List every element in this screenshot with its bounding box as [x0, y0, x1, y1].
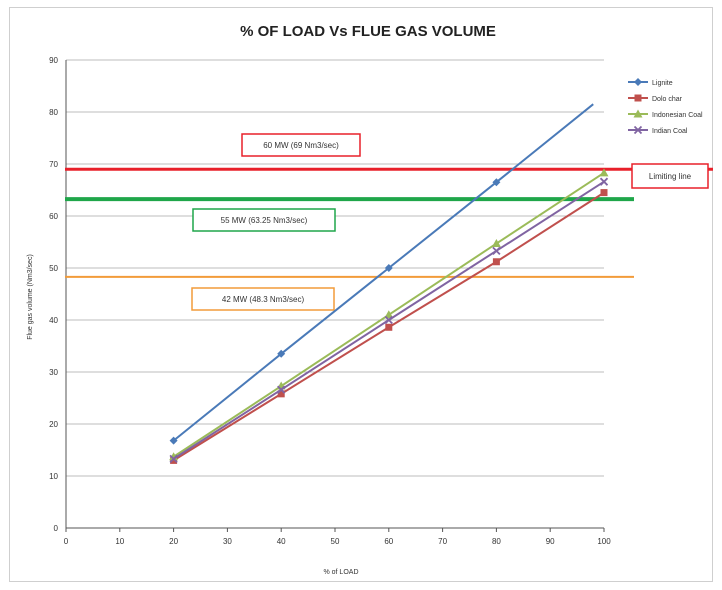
data-point: [599, 168, 609, 177]
axes: 0 10 20 30 40 50 60 70 80 90 0 10 20 30 40 50 60 70 80 90 10…: [49, 56, 611, 546]
annotations: Limiting line: [631, 163, 709, 189]
x-tick-label: 10: [115, 537, 124, 546]
data-point: [169, 454, 178, 463]
y-axis-label: Flue gas volume (Nm3/sec): [27, 254, 34, 340]
legend-label: Indonesian Coal: [652, 112, 703, 119]
reference-label-box: [191, 287, 335, 311]
data-point: [492, 258, 500, 266]
y-tick-label: 90: [49, 56, 58, 65]
x-tick-label: 0: [64, 537, 69, 546]
series-lines: [169, 103, 609, 464]
y-tick-label: 50: [49, 264, 58, 273]
series-line: [172, 103, 594, 442]
data-point: [385, 323, 393, 331]
data-point: [633, 125, 643, 135]
data-point: [492, 178, 501, 187]
y-tick-label: 60: [49, 212, 58, 221]
x-tick-label: 40: [277, 537, 286, 546]
x-tick-label: 70: [438, 537, 447, 546]
x-axis-label: % of LOAD: [323, 569, 358, 576]
x-tick-label: 50: [331, 537, 340, 546]
reference-label: 60 MW (69 Nm3/sec): [263, 141, 339, 150]
data-point: [600, 189, 608, 197]
x-tick-label: 20: [169, 537, 178, 546]
data-point: [277, 390, 285, 398]
data-point: [170, 456, 178, 464]
x-tick-label: 60: [384, 537, 393, 546]
reference-lines: 60 MW (69 Nm3/sec) 55 MW (63.25 Nm3/sec) 4…: [65, 133, 713, 311]
y-tick-label: 10: [49, 472, 58, 481]
data-point: [492, 246, 501, 255]
data-point: [633, 109, 643, 118]
y-tick-label: 70: [49, 160, 58, 169]
data-point: [277, 385, 286, 394]
x-tick-label: 80: [492, 537, 501, 546]
data-point: [384, 264, 393, 272]
x-tick-label: 90: [546, 537, 555, 546]
reference-label-box: [241, 133, 361, 157]
reference-label: 55 MW (63.25 Nm3/sec): [221, 216, 308, 225]
x-tick-label: 30: [223, 537, 232, 546]
data-point: [634, 78, 642, 86]
gridlines: [66, 59, 604, 477]
reference-label: 42 MW (48.3 Nm3/sec): [222, 295, 305, 304]
y-tick-label: 20: [49, 420, 58, 429]
chart-frame: % OF LOAD Vs FLUE GAS VOLUME 0 10 20 30 40 50…: [9, 7, 713, 582]
line-chart: % OF LOAD Vs FLUE GAS VOLUME 0 10 20 30 40 50…: [27, 23, 713, 576]
reference-label-box: [192, 208, 336, 232]
y-tick-label: 40: [49, 316, 58, 325]
data-point: [277, 349, 286, 358]
data-point: [169, 436, 178, 445]
limiting-line-label: Limiting line: [649, 172, 692, 181]
data-point: [384, 315, 393, 325]
legend-label: Indian Coal: [652, 128, 688, 135]
legend-label: Lignite: [652, 80, 673, 87]
legend: Lignite Dolo char Indonesian Coal Indian Co…: [628, 78, 703, 135]
limiting-line-box: [631, 163, 709, 189]
data-point: [491, 239, 501, 248]
legend-label: Dolo char: [652, 96, 683, 103]
data-point: [599, 177, 609, 186]
y-tick-label: 0: [54, 524, 59, 533]
y-tick-label: 30: [49, 368, 58, 377]
data-point: [634, 94, 642, 102]
x-tick-label: 100: [597, 537, 611, 546]
data-point: [384, 310, 394, 319]
y-tick-label: 80: [49, 108, 58, 117]
chart-title: % OF LOAD Vs FLUE GAS VOLUME: [240, 23, 496, 40]
